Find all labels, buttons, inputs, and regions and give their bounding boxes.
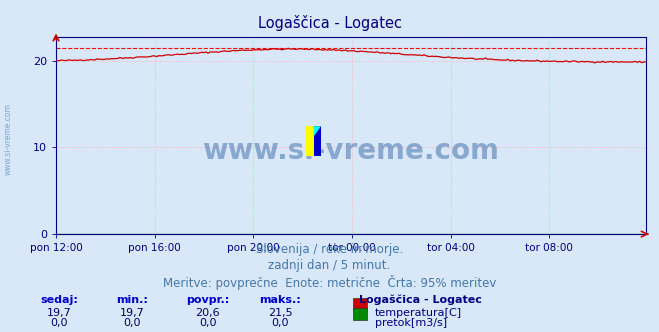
Text: www.si-vreme.com: www.si-vreme.com [3, 104, 13, 175]
Bar [306, 126, 314, 156]
Text: maks.:: maks.: [259, 295, 301, 305]
Text: 0,0: 0,0 [123, 318, 140, 328]
Polygon shape [314, 126, 321, 137]
Polygon shape [314, 126, 321, 148]
Text: Logaščica - Logatec: Logaščica - Logatec [359, 295, 482, 305]
Bar [314, 126, 321, 156]
Text: sedaj:: sedaj: [40, 295, 78, 305]
Text: www.si-vreme.com: www.si-vreme.com [202, 137, 500, 165]
Text: zadnji dan / 5 minut.: zadnji dan / 5 minut. [268, 259, 391, 272]
Text: 19,7: 19,7 [119, 308, 144, 318]
Text: Meritve: povprečne  Enote: metrične  Črta: 95% meritev: Meritve: povprečne Enote: metrične Črta:… [163, 275, 496, 290]
Text: 0,0: 0,0 [272, 318, 289, 328]
Text: 20,6: 20,6 [195, 308, 220, 318]
Text: Logaščica - Logatec: Logaščica - Logatec [258, 15, 401, 31]
Text: pretok[m3/s]: pretok[m3/s] [375, 318, 447, 328]
Text: povpr.:: povpr.: [186, 295, 229, 305]
Text: temperatura[C]: temperatura[C] [375, 308, 462, 318]
Text: 0,0: 0,0 [199, 318, 216, 328]
Text: 21,5: 21,5 [268, 308, 293, 318]
Text: min.:: min.: [116, 295, 148, 305]
Text: Slovenija / reke in morje.: Slovenija / reke in morje. [256, 243, 403, 256]
Text: 0,0: 0,0 [51, 318, 68, 328]
Text: 19,7: 19,7 [47, 308, 72, 318]
